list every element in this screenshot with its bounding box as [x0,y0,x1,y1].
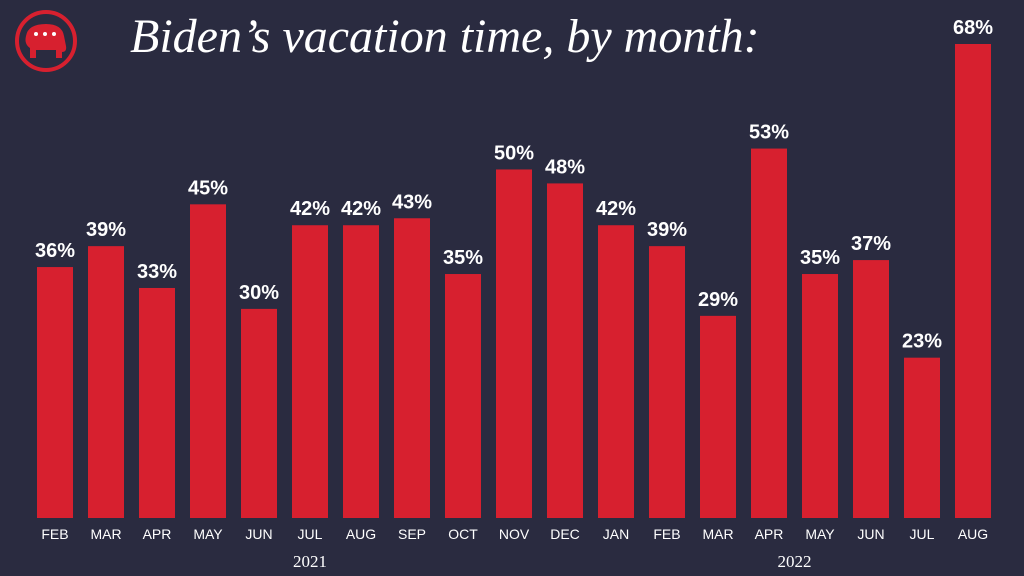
bar [394,218,430,518]
value-label: 39% [647,219,687,241]
year-label: 2022 [778,552,812,571]
value-label: 50% [494,142,534,164]
value-label: 36% [35,240,75,262]
logo [15,10,77,72]
chart-title: Biden’s vacation time, by month: [130,10,760,63]
x-tick-label: AUG [958,526,988,542]
x-tick-label: DEC [550,526,580,542]
value-label: 29% [698,289,738,311]
bar [37,267,73,518]
value-label: 35% [443,247,483,269]
bar [241,308,277,518]
bar [598,225,634,518]
x-tick-label: FEB [653,526,680,542]
bar [649,246,685,518]
value-label: 37% [851,233,891,255]
year-label: 2021 [293,552,327,571]
bar [904,357,940,518]
x-tick-label: MAY [805,526,835,542]
x-tick-label: FEB [41,526,68,542]
x-tick-label: JUN [245,526,272,542]
x-tick-label: OCT [448,526,478,542]
value-label: 42% [290,198,330,220]
x-tick-label: SEP [398,526,426,542]
value-label: 35% [800,247,840,269]
bar [292,225,328,518]
value-label: 23% [902,331,942,353]
x-tick-label: JAN [603,526,629,542]
value-label: 42% [596,198,636,220]
bar [700,315,736,518]
bar [88,246,124,518]
bar [190,204,226,518]
x-tick-label: APR [755,526,784,542]
x-tick-label: JUN [857,526,884,542]
bar [802,274,838,518]
value-label: 39% [86,219,126,241]
bar [496,169,532,518]
bar [751,148,787,518]
value-label: 45% [188,177,228,199]
value-label: 48% [545,156,585,178]
x-tick-label: MAR [702,526,733,542]
x-tick-label: APR [143,526,172,542]
bar [139,287,175,518]
value-label: 42% [341,198,381,220]
value-label: 43% [392,191,432,213]
value-label: 33% [137,261,177,283]
bar [853,260,889,518]
bar [955,44,991,518]
x-tick-label: JUL [910,526,935,542]
bar [445,274,481,518]
value-label: 68% [953,17,993,39]
value-label: 30% [239,282,279,304]
value-label: 53% [749,122,789,144]
bar [343,225,379,518]
x-tick-label: NOV [499,526,530,542]
bar [547,183,583,519]
x-tick-label: MAY [193,526,223,542]
x-tick-label: MAR [90,526,121,542]
x-tick-label: JUL [298,526,323,542]
x-tick-label: AUG [346,526,376,542]
